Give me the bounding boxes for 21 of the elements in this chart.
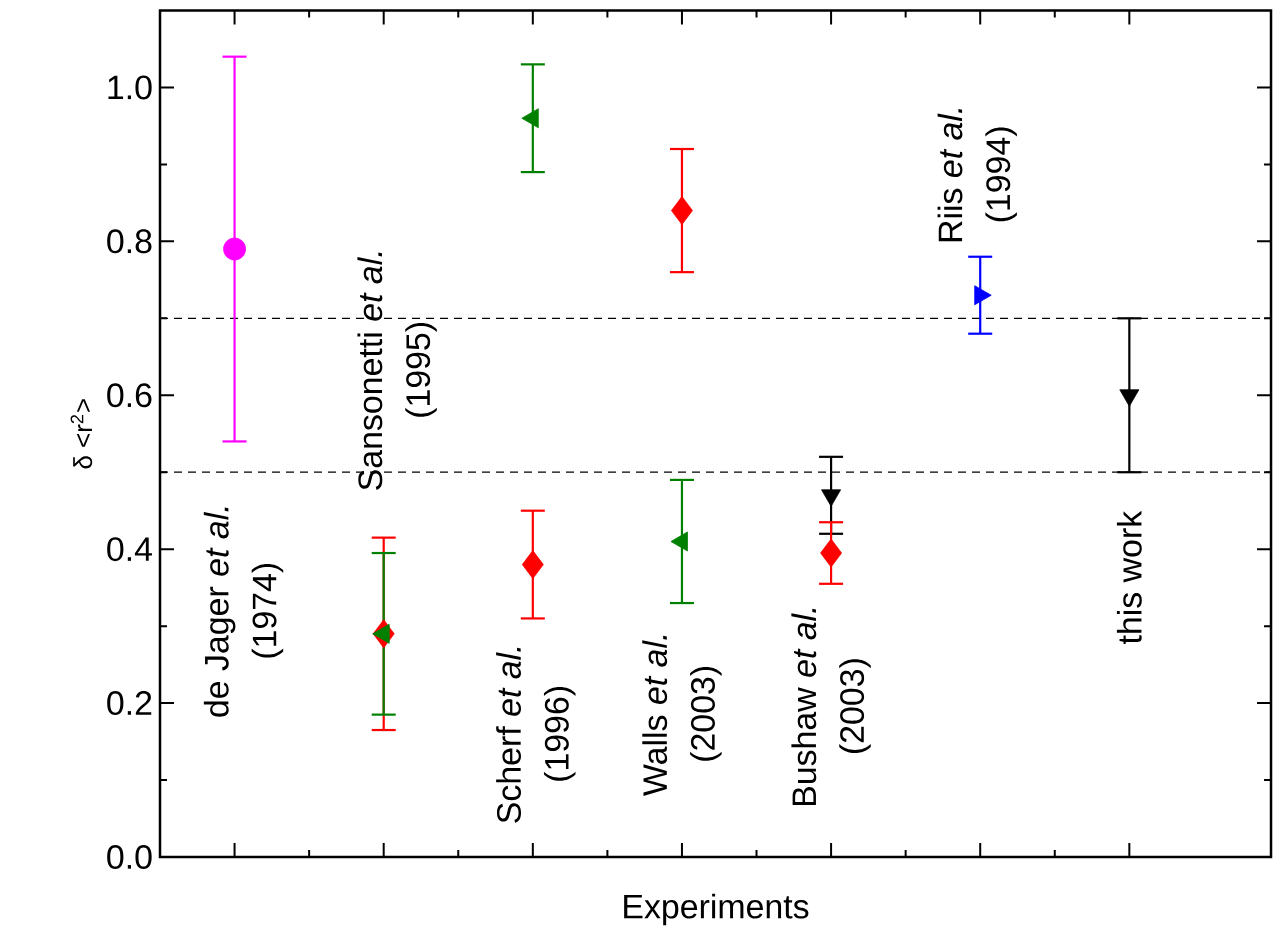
annotation: (1974) bbox=[251, 563, 284, 658]
annotation: Walls et al. bbox=[642, 635, 668, 796]
y-tick-label: 0.4 bbox=[107, 537, 152, 562]
annotation: Riis et al. bbox=[937, 108, 963, 242]
y-tick-label: 1.0 bbox=[108, 75, 152, 100]
annotation: (2003) bbox=[839, 659, 871, 754]
annotation: Sansonetti et al. bbox=[357, 252, 383, 490]
annotation: (1995) bbox=[405, 323, 437, 417]
annotation: (2003) bbox=[690, 667, 722, 761]
y-axis-title: δ <r$^{2}$> bbox=[70, 399, 93, 469]
annotation: Scherf et al. bbox=[496, 647, 521, 823]
y-tick-label: 0.0 bbox=[107, 845, 152, 869]
annotation: Bushaw et al. bbox=[791, 608, 817, 806]
y-tick-label: 0.6 bbox=[107, 383, 152, 408]
y-tick-label: 0.2 bbox=[107, 691, 152, 716]
annotation: (1996) bbox=[543, 687, 576, 781]
x-axis-title: Experiments bbox=[624, 893, 809, 926]
y-tick-label: 0.8 bbox=[107, 229, 152, 254]
annotation: de Jager et al. bbox=[203, 507, 236, 717]
annotation: this work bbox=[1116, 510, 1142, 644]
annotation: (1994) bbox=[985, 127, 1017, 222]
